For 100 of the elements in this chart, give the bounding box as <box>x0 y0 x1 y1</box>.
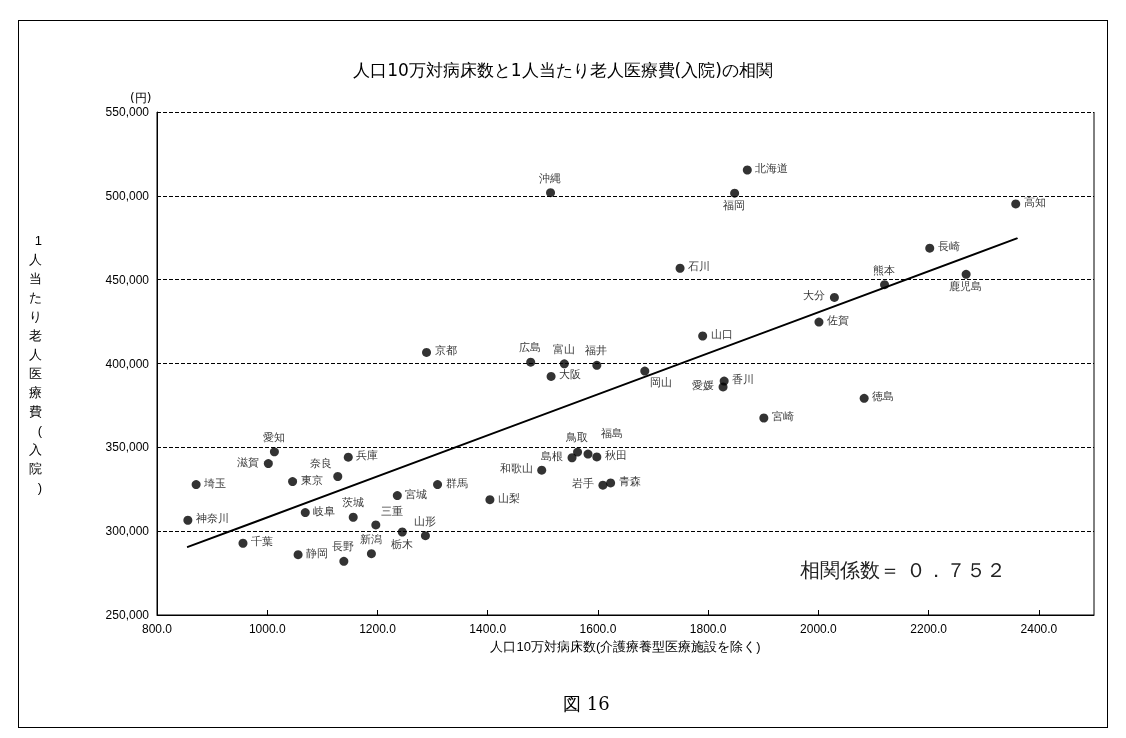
point <box>961 269 971 279</box>
point <box>640 366 650 376</box>
point <box>422 347 432 357</box>
point <box>559 359 569 369</box>
y-tick-label: 250,000 <box>105 608 150 622</box>
data-label: 長野 <box>332 540 355 554</box>
point <box>925 243 935 253</box>
data-label: 埼玉 <box>203 476 227 490</box>
point <box>371 520 381 530</box>
point <box>433 480 443 490</box>
data-label: 山口 <box>710 328 733 341</box>
data-label: 兵庫 <box>356 449 379 463</box>
point <box>392 491 402 501</box>
annotation: 相関係数＝ ０．７５２ <box>800 558 1007 582</box>
point <box>598 480 608 490</box>
data-label: 静岡 <box>306 546 329 560</box>
point <box>567 453 577 463</box>
data-label: 石川 <box>688 260 711 274</box>
point <box>546 188 556 198</box>
point <box>537 465 547 475</box>
data-label: 秋田 <box>604 448 627 462</box>
data-label: 福岡 <box>723 199 746 213</box>
data-label: 広島 <box>519 341 542 355</box>
data-label: 香川 <box>732 373 755 387</box>
y-tick-label: 350,000 <box>105 440 150 455</box>
point <box>420 531 430 541</box>
data-label: 山形 <box>413 514 436 528</box>
data-label: 三重 <box>380 504 403 518</box>
point <box>880 280 890 290</box>
point <box>263 459 273 469</box>
data-label: 鹿児島 <box>949 280 983 294</box>
point <box>606 478 616 488</box>
data-label: 愛知 <box>262 430 285 444</box>
point <box>183 515 193 525</box>
data-label: 熊本 <box>873 263 896 277</box>
x-tick-label: 2000.0 <box>800 622 838 636</box>
point <box>859 393 869 403</box>
x-tick-label: 2200.0 <box>910 622 948 636</box>
chart-title: 人口10万対病床数と1人当たり老人医療費(入院)の相関 <box>353 59 773 80</box>
point <box>339 556 349 566</box>
point <box>333 472 343 481</box>
data-label: 栃木 <box>390 538 413 552</box>
point <box>675 263 685 273</box>
data-label: 新潟 <box>359 532 382 546</box>
point <box>583 449 593 459</box>
data-label: 岩手 <box>571 477 594 491</box>
y-tick-label: 550,000 <box>105 105 150 119</box>
data-label: 東京 <box>300 473 323 487</box>
point <box>573 447 583 457</box>
data-label: 高知 <box>1023 195 1046 209</box>
data-label: 大分 <box>803 289 826 303</box>
data-label: 佐賀 <box>826 314 849 328</box>
y-tick-label: 400,000 <box>105 356 150 371</box>
data-label: 茨城 <box>341 496 364 510</box>
point <box>485 495 495 505</box>
point <box>814 317 824 327</box>
x-tick-label: 1000.0 <box>248 622 286 636</box>
data-label: 青森 <box>618 474 641 488</box>
x-tick-label: 1200.0 <box>359 622 397 636</box>
data-label: 鳥取 <box>565 431 589 445</box>
data-label: 群馬 <box>445 476 468 490</box>
point <box>829 292 839 302</box>
data-label: 福島 <box>601 427 624 441</box>
data-label: 宮城 <box>405 487 428 501</box>
y-tick-label: 450,000 <box>105 272 150 287</box>
point <box>288 477 298 487</box>
text: 1人当たり老人医療費(入院) <box>29 232 42 495</box>
data-label: 徳島 <box>872 390 895 404</box>
data-label: 和歌山 <box>499 462 533 476</box>
point <box>348 512 358 522</box>
point <box>1011 199 1021 209</box>
point <box>238 538 248 548</box>
x-tick-label: 2400.0 <box>1020 622 1058 636</box>
data-label: 島根 <box>541 449 564 463</box>
x-tick-label: 800.0 <box>141 622 173 636</box>
data-label: 京都 <box>434 344 457 358</box>
y-tick-label: 300,000 <box>105 524 150 539</box>
data-label: 奈良 <box>309 456 332 470</box>
point <box>397 527 407 537</box>
point <box>592 360 602 370</box>
data-label: 神奈川 <box>195 512 229 526</box>
data-label: 大阪 <box>559 368 582 382</box>
point <box>366 549 376 559</box>
point <box>730 188 740 198</box>
text: (円) <box>130 91 152 105</box>
data-label: 愛媛 <box>692 378 715 392</box>
data-label: 千葉 <box>250 535 273 549</box>
data-label: 福井 <box>585 344 608 358</box>
data-label: 宮崎 <box>771 409 794 423</box>
point <box>269 447 279 457</box>
point <box>293 550 303 560</box>
x-axis-title: 人口10万対病床数(介護療養型医療施設を除く) <box>490 638 761 654</box>
point <box>300 508 310 518</box>
point <box>698 331 708 341</box>
data-label: 富山 <box>552 342 575 356</box>
data-label: 山梨 <box>497 491 520 505</box>
point <box>191 480 201 490</box>
x-tick-label: 1400.0 <box>469 622 507 636</box>
data-label: 岐阜 <box>313 504 336 518</box>
x-tick-label: 1600.0 <box>579 622 617 636</box>
